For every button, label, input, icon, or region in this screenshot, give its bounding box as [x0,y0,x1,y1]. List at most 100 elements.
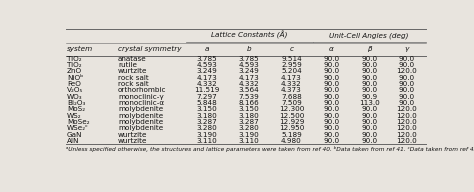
Text: 2.959: 2.959 [281,62,302,68]
Text: 120.0: 120.0 [397,138,417,144]
Text: 8.166: 8.166 [239,100,260,106]
Text: wurtzite: wurtzite [118,132,147,138]
Text: 90.0: 90.0 [323,119,339,125]
Text: WSe₂ᶜ: WSe₂ᶜ [67,125,89,132]
Text: 3.564: 3.564 [239,87,260,94]
Text: 4.373: 4.373 [281,87,302,94]
Text: AlN: AlN [67,138,80,144]
Text: 120.0: 120.0 [397,113,417,119]
Text: 90.0: 90.0 [361,113,377,119]
Text: 3.180: 3.180 [239,113,260,119]
Text: b: b [247,46,252,52]
Text: 5.848: 5.848 [197,100,218,106]
Text: 7.688: 7.688 [281,94,302,100]
Text: 12.950: 12.950 [279,125,304,132]
Text: WO₃: WO₃ [67,94,82,100]
Text: 4.332: 4.332 [197,81,218,87]
Text: 3.249: 3.249 [239,68,260,74]
Text: 90.0: 90.0 [399,87,415,94]
Text: 113.0: 113.0 [359,100,380,106]
Text: 120.0: 120.0 [397,119,417,125]
Text: 90.0: 90.0 [361,132,377,138]
Text: Bi₂O₃: Bi₂O₃ [67,100,85,106]
Text: 4.593: 4.593 [197,62,218,68]
Text: TiO₂: TiO₂ [67,56,82,62]
Text: 9.514: 9.514 [281,56,302,62]
Text: 3.150: 3.150 [239,106,260,113]
Text: 90.0: 90.0 [399,75,415,81]
Text: 12.929: 12.929 [279,119,304,125]
Text: TiO₂: TiO₂ [67,62,82,68]
Text: 3.190: 3.190 [239,132,260,138]
Text: 5.204: 5.204 [281,68,302,74]
Text: 120.0: 120.0 [397,106,417,113]
Text: rock salt: rock salt [118,75,149,81]
Text: 4.173: 4.173 [197,75,218,81]
Text: 4.980: 4.980 [281,138,302,144]
Text: FeO: FeO [67,81,81,87]
Text: ZnO: ZnO [67,68,82,74]
Text: 90.0: 90.0 [323,125,339,132]
Text: system: system [67,46,93,52]
Text: 12.500: 12.500 [279,113,304,119]
Text: orthorhombic: orthorhombic [118,87,166,94]
Text: 3.785: 3.785 [239,56,260,62]
Text: 3.150: 3.150 [197,106,218,113]
Text: 90.0: 90.0 [323,132,339,138]
Text: 90.0: 90.0 [361,68,377,74]
Text: 3.280: 3.280 [197,125,218,132]
Text: 90.0: 90.0 [399,81,415,87]
Text: V₂O₅: V₂O₅ [67,87,83,94]
Text: 90.0: 90.0 [361,56,377,62]
Text: γ: γ [405,46,409,52]
Text: rutile: rutile [118,62,137,68]
Text: 90.0: 90.0 [361,125,377,132]
Text: molybdenite: molybdenite [118,106,164,113]
Text: 90.0: 90.0 [323,75,339,81]
Text: 90.0: 90.0 [323,87,339,94]
Text: 90.0: 90.0 [361,75,377,81]
Text: 90.0: 90.0 [361,62,377,68]
Text: anatase: anatase [118,56,147,62]
Text: 3.249: 3.249 [197,68,218,74]
Text: 90.0: 90.0 [323,56,339,62]
Text: MoS₂: MoS₂ [67,106,85,113]
Text: α: α [329,46,334,52]
Text: ᵃUnless specified otherwise, the structures and lattice parameters were taken fr: ᵃUnless specified otherwise, the structu… [66,146,474,152]
Text: Lattice Constants (Å): Lattice Constants (Å) [211,31,287,40]
Text: 3.110: 3.110 [197,138,218,144]
Text: GaN: GaN [67,132,82,138]
Text: 3.180: 3.180 [197,113,218,119]
Text: wurtzite: wurtzite [118,138,147,144]
Text: 3.287: 3.287 [197,119,218,125]
Text: wurtzite: wurtzite [118,68,147,74]
Text: 11.519: 11.519 [194,87,219,94]
Text: 4.332: 4.332 [281,81,302,87]
Text: 90.0: 90.0 [399,56,415,62]
Text: molybdenite: molybdenite [118,119,164,125]
Text: 3.190: 3.190 [197,132,218,138]
Text: 4.593: 4.593 [239,62,260,68]
Text: rock salt: rock salt [118,81,149,87]
Text: NiOᵇ: NiOᵇ [67,75,83,81]
Text: 90.9: 90.9 [361,94,377,100]
Text: 7.297: 7.297 [197,94,218,100]
Text: MoSe₂: MoSe₂ [67,119,90,125]
Text: 90.0: 90.0 [323,94,339,100]
Text: crystal symmetry: crystal symmetry [118,46,182,52]
Text: 3.785: 3.785 [197,56,218,62]
Text: Unit-Cell Angles (deg): Unit-Cell Angles (deg) [329,32,409,39]
Text: 90.0: 90.0 [399,100,415,106]
Text: 90.0: 90.0 [323,62,339,68]
Text: 12.300: 12.300 [279,106,304,113]
Text: 120.0: 120.0 [397,125,417,132]
Text: 90.0: 90.0 [323,138,339,144]
Text: 90.0: 90.0 [323,100,339,106]
Text: molybdenite: molybdenite [118,113,164,119]
Text: 5.189: 5.189 [281,132,302,138]
Text: 90.0: 90.0 [399,94,415,100]
Text: β: β [367,46,372,52]
Text: 3.280: 3.280 [239,125,260,132]
Text: a: a [205,46,209,52]
Text: 4.173: 4.173 [239,75,260,81]
